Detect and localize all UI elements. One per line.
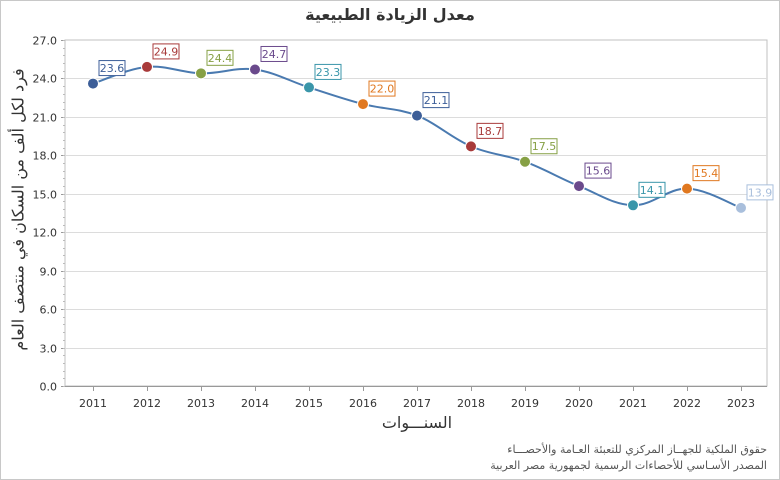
data-label: 15.4 xyxy=(694,167,719,180)
data-label-box xyxy=(422,92,450,109)
y-tick-label: 3.0 xyxy=(40,343,58,356)
data-point xyxy=(249,63,261,76)
y-tick-label: 18.0 xyxy=(33,150,58,163)
data-label: 18.7 xyxy=(478,125,503,138)
data-label-box xyxy=(746,184,774,201)
x-tick-label: 2018 xyxy=(457,397,485,410)
x-axis-title: السنـــوات xyxy=(381,413,453,432)
data-label: 17.5 xyxy=(532,140,557,153)
x-tick-label: 2011 xyxy=(79,397,107,410)
y-tick-label: 21.0 xyxy=(33,112,58,125)
data-label: 15.6 xyxy=(586,165,611,178)
x-tick-label: 2023 xyxy=(727,397,755,410)
data-label: 14.1 xyxy=(640,184,665,197)
data-label-box xyxy=(260,45,288,62)
data-label: 24.7 xyxy=(262,48,287,61)
x-tick-label: 2013 xyxy=(187,397,215,410)
data-point xyxy=(681,182,693,195)
y-tick-label: 27.0 xyxy=(33,35,58,48)
source-credit: المصدر الأسـاسي للأحصاءات الرسمية لجمهور… xyxy=(490,459,767,472)
data-label-box xyxy=(530,138,558,155)
data-point xyxy=(411,109,423,122)
data-label: 23.3 xyxy=(316,66,341,79)
data-point xyxy=(357,98,369,111)
data-point xyxy=(195,67,207,80)
plot-area xyxy=(64,39,768,387)
chart-title: معدل الزيادة الطبيعية xyxy=(305,5,475,24)
data-label: 24.4 xyxy=(208,52,233,65)
y-tick-label: 0.0 xyxy=(40,381,58,394)
data-label-box xyxy=(206,49,234,66)
data-label-box xyxy=(98,60,126,77)
y-tick-label: 15.0 xyxy=(33,189,58,202)
data-point xyxy=(627,199,639,212)
copyright-credit: حقوق الملكية للجهــاز المركزي للتعبئة ال… xyxy=(507,443,767,456)
x-tick-label: 2021 xyxy=(619,397,647,410)
data-label-box xyxy=(584,162,612,179)
x-tick-label: 2017 xyxy=(403,397,431,410)
x-tick-label: 2019 xyxy=(511,397,539,410)
data-label-box xyxy=(638,181,666,198)
data-label-box xyxy=(152,43,180,60)
data-label: 23.6 xyxy=(100,62,125,75)
x-tick-label: 2014 xyxy=(241,397,269,410)
y-tick-label: 24.0 xyxy=(33,73,58,86)
data-label-box xyxy=(314,63,342,80)
y-tick-label: 9.0 xyxy=(40,266,58,279)
data-label: 21.1 xyxy=(424,94,449,107)
data-label: 22.0 xyxy=(370,83,395,96)
data-point xyxy=(519,155,531,168)
data-label-box xyxy=(476,122,504,139)
data-label: 13.9 xyxy=(748,186,773,199)
data-point xyxy=(573,180,585,193)
data-label-box xyxy=(692,165,720,182)
data-label-box xyxy=(368,80,396,97)
x-tick-label: 2022 xyxy=(673,397,701,410)
data-point xyxy=(735,201,747,214)
data-label: 24.9 xyxy=(154,45,179,58)
x-tick-label: 2015 xyxy=(295,397,323,410)
data-point xyxy=(303,81,315,94)
y-tick-label: 12.0 xyxy=(33,227,58,240)
x-tick-label: 2020 xyxy=(565,397,593,410)
data-point xyxy=(87,77,99,90)
data-point xyxy=(141,60,153,73)
y-tick-label: 6.0 xyxy=(40,304,58,317)
x-tick-label: 2016 xyxy=(349,397,377,410)
x-tick-label: 2012 xyxy=(133,397,161,410)
data-point xyxy=(465,140,477,153)
